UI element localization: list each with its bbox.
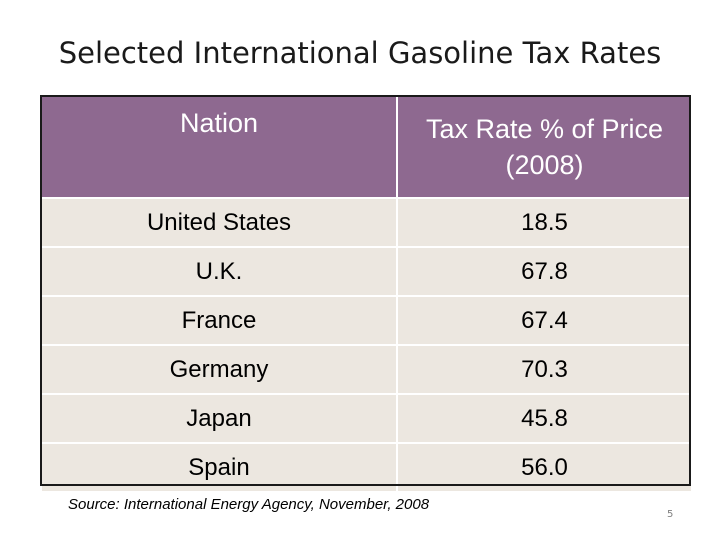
- nation-cell: France: [40, 295, 398, 346]
- table-header: Nation Tax Rate % of Price (2008): [40, 95, 693, 199]
- table-row: United States 18.5: [40, 197, 693, 248]
- table-row: U.K. 67.8: [40, 246, 693, 297]
- tax-rates-table: Nation Tax Rate % of Price (2008) United…: [40, 95, 693, 493]
- nation-cell: Spain: [40, 442, 398, 493]
- table-header-row: Nation Tax Rate % of Price (2008): [40, 95, 693, 199]
- rate-cell: 67.8: [396, 246, 693, 297]
- table-row: Germany 70.3: [40, 344, 693, 395]
- nation-cell: Germany: [40, 344, 398, 395]
- table-row: Spain 56.0: [40, 442, 693, 493]
- table-body: United States 18.5 U.K. 67.8 France 67.4…: [40, 197, 693, 493]
- rate-cell: 18.5: [396, 197, 693, 248]
- table-row: Japan 45.8: [40, 393, 693, 444]
- header-tax-rate: Tax Rate % of Price (2008): [396, 95, 693, 199]
- nation-cell: United States: [40, 197, 398, 248]
- rate-cell: 67.4: [396, 295, 693, 346]
- slide-title: Selected International Gasoline Tax Rate…: [58, 36, 662, 70]
- source-note: Source: International Energy Agency, Nov…: [68, 496, 430, 513]
- slide-number: 5: [667, 509, 674, 520]
- table-row: France 67.4: [40, 295, 693, 346]
- nation-cell: Japan: [40, 393, 398, 444]
- rate-cell: 70.3: [396, 344, 693, 395]
- header-nation: Nation: [40, 95, 398, 199]
- rate-cell: 56.0: [396, 442, 693, 493]
- nation-cell: U.K.: [40, 246, 398, 297]
- rate-cell: 45.8: [396, 393, 693, 444]
